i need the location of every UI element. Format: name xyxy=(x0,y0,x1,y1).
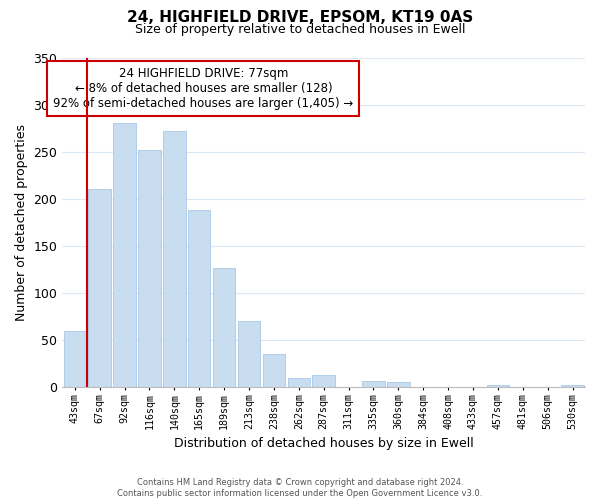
Bar xyxy=(287,378,310,387)
Bar xyxy=(562,385,584,387)
Bar xyxy=(188,210,211,387)
Bar xyxy=(387,382,410,387)
Bar xyxy=(313,375,335,387)
Bar xyxy=(163,131,185,387)
Bar xyxy=(487,385,509,387)
Bar xyxy=(362,382,385,387)
Bar xyxy=(138,150,161,387)
Bar xyxy=(64,330,86,387)
Text: 24, HIGHFIELD DRIVE, EPSOM, KT19 0AS: 24, HIGHFIELD DRIVE, EPSOM, KT19 0AS xyxy=(127,10,473,25)
Bar xyxy=(88,190,111,387)
Bar xyxy=(263,354,285,387)
Bar xyxy=(213,268,235,387)
Bar xyxy=(238,321,260,387)
X-axis label: Distribution of detached houses by size in Ewell: Distribution of detached houses by size … xyxy=(174,437,473,450)
Text: Contains HM Land Registry data © Crown copyright and database right 2024.
Contai: Contains HM Land Registry data © Crown c… xyxy=(118,478,482,498)
Bar xyxy=(113,124,136,387)
Text: 24 HIGHFIELD DRIVE: 77sqm
← 8% of detached houses are smaller (128)
92% of semi-: 24 HIGHFIELD DRIVE: 77sqm ← 8% of detach… xyxy=(53,68,353,110)
Y-axis label: Number of detached properties: Number of detached properties xyxy=(15,124,28,321)
Text: Size of property relative to detached houses in Ewell: Size of property relative to detached ho… xyxy=(135,22,465,36)
